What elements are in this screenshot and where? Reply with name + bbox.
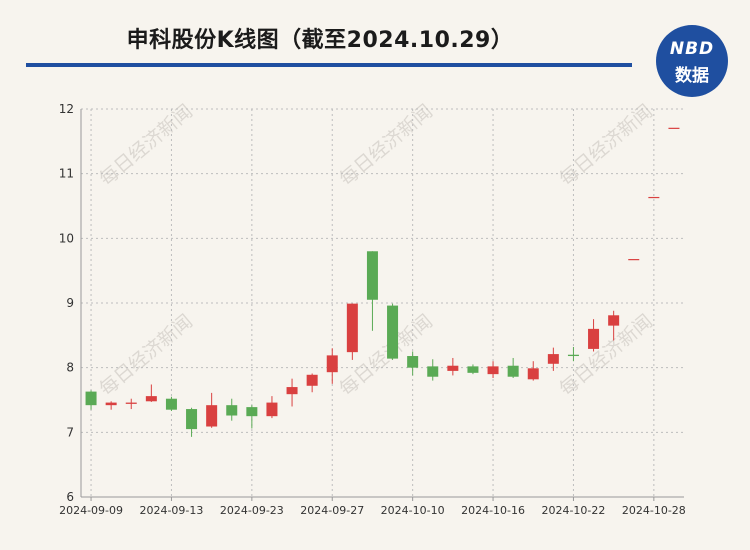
logo-text-data: 数据 (675, 66, 709, 86)
y-tick-label: 6 (66, 490, 74, 504)
x-tick-label: 2024-09-09 (59, 504, 123, 517)
candle-body (266, 402, 278, 417)
candle-body (306, 374, 318, 386)
candle-body (125, 402, 137, 404)
candle-body (366, 251, 378, 300)
candle-body (608, 315, 620, 326)
candle-body (165, 398, 177, 410)
x-tick-label: 2024-10-10 (381, 504, 445, 517)
watermark-text: 每日经济新闻 (555, 100, 656, 190)
x-tick-label: 2024-09-13 (139, 504, 203, 517)
y-tick-label: 12 (59, 102, 74, 116)
candle-body (507, 365, 519, 377)
candle-body (85, 391, 97, 406)
title-underline (26, 63, 632, 67)
candle-body (326, 355, 338, 373)
chart-title: 申科股份K线图（截至2024.10.29） (126, 28, 514, 53)
x-tick-label: 2024-10-22 (541, 504, 605, 517)
candle-body (487, 366, 499, 375)
watermark-text: 每日经济新闻 (95, 100, 196, 190)
y-tick-label: 10 (59, 231, 74, 245)
nbd-logo: NBD 数据 (656, 25, 728, 97)
candle-body (447, 365, 459, 371)
candle-body (547, 354, 559, 364)
watermark-text: 每日经济新闻 (335, 100, 436, 190)
candle-body (206, 405, 218, 427)
candle-body (387, 305, 399, 359)
x-tick-label: 2024-09-23 (220, 504, 284, 517)
candle-body (246, 407, 258, 417)
candle-body (648, 196, 660, 199)
y-tick-label: 11 (59, 167, 74, 181)
candle-body (145, 396, 157, 402)
candle-body (105, 402, 117, 406)
watermark-text: 每日经济新闻 (95, 310, 196, 400)
candle-body (628, 259, 640, 261)
x-tick-label: 2024-10-28 (622, 504, 686, 517)
candle-body (286, 387, 298, 395)
candle-body (588, 328, 600, 349)
candle-body (427, 366, 439, 377)
candle-body (346, 303, 358, 353)
x-tick-label: 2024-09-27 (300, 504, 364, 517)
y-tick-label: 7 (66, 425, 74, 439)
candle-body (567, 354, 579, 357)
y-tick-label: 9 (66, 296, 74, 310)
candle-body (186, 409, 198, 430)
candle-body (527, 368, 539, 380)
logo-text-nbd: NBD (669, 39, 715, 59)
candle-body (668, 127, 680, 129)
candle-body (226, 405, 238, 416)
candle-body (467, 366, 479, 373)
candle-body (407, 356, 419, 368)
x-tick-label: 2024-10-16 (461, 504, 525, 517)
y-tick-label: 8 (66, 361, 74, 375)
